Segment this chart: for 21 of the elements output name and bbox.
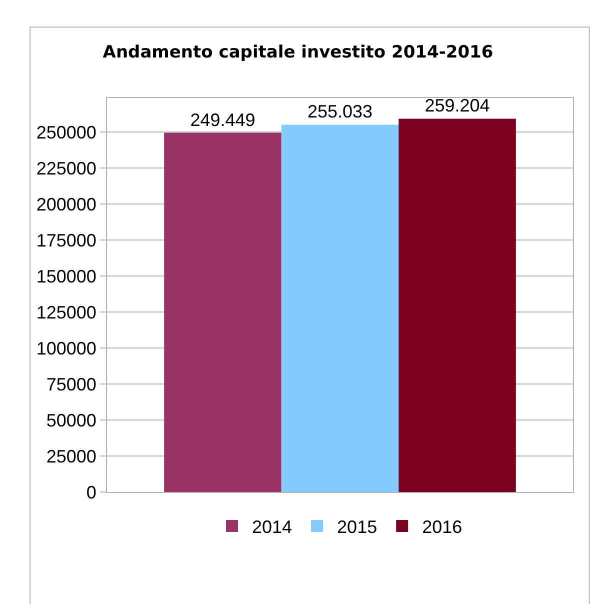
bar bbox=[281, 124, 399, 492]
legend-label: 2014 bbox=[252, 516, 292, 537]
y-tick-label: 125000 bbox=[36, 302, 96, 322]
bar bbox=[398, 118, 516, 492]
y-tick-label: 25000 bbox=[46, 446, 96, 466]
y-tick-label: 250000 bbox=[36, 122, 96, 142]
y-tick-label: 50000 bbox=[46, 410, 96, 430]
chart-title: Andamento capitale investito 2014-2016 bbox=[102, 42, 494, 62]
y-tick-label: 225000 bbox=[36, 158, 96, 178]
data-label: 255.033 bbox=[307, 102, 373, 122]
bar bbox=[164, 132, 282, 492]
y-tick-label: 100000 bbox=[36, 338, 96, 358]
legend-label: 2015 bbox=[337, 516, 378, 537]
y-tick-label: 150000 bbox=[36, 266, 96, 286]
y-tick-label: 0 bbox=[86, 482, 96, 502]
y-tick-label: 75000 bbox=[46, 374, 96, 394]
y-tick-label: 200000 bbox=[36, 194, 96, 214]
y-tick-label: 175000 bbox=[36, 230, 96, 250]
data-label: 259.204 bbox=[424, 96, 490, 116]
legend-label: 2016 bbox=[422, 516, 462, 537]
data-label: 249.449 bbox=[190, 110, 256, 130]
